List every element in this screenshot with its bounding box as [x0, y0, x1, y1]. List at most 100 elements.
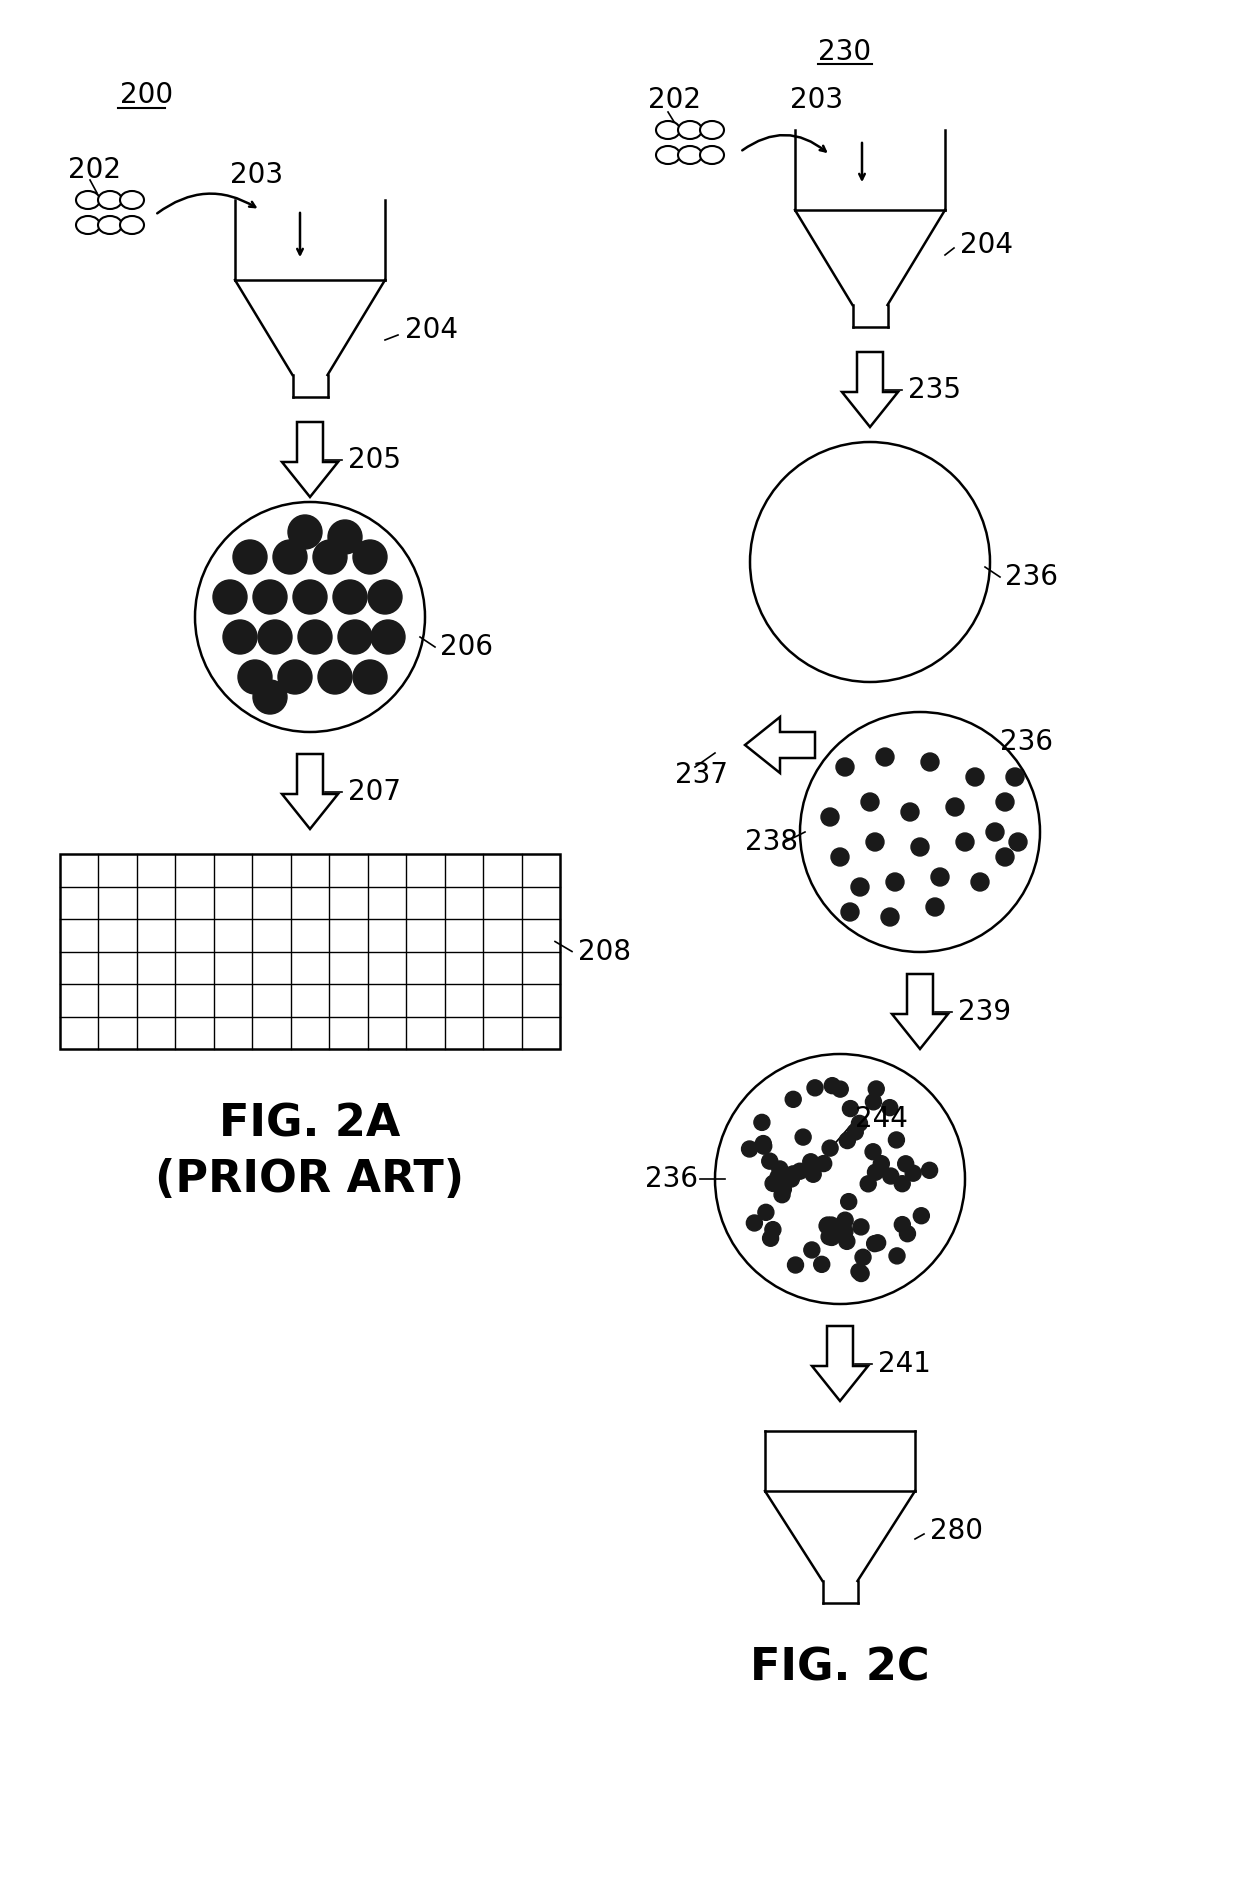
- Text: 230: 230: [818, 38, 872, 66]
- Circle shape: [842, 1101, 858, 1116]
- Circle shape: [866, 1094, 882, 1111]
- Circle shape: [841, 1194, 857, 1209]
- Circle shape: [785, 1092, 801, 1107]
- Text: 204: 204: [960, 231, 1013, 259]
- Circle shape: [813, 1256, 830, 1271]
- Circle shape: [837, 1213, 853, 1228]
- Circle shape: [238, 660, 272, 694]
- Polygon shape: [812, 1326, 868, 1400]
- Circle shape: [921, 1162, 937, 1179]
- Circle shape: [911, 838, 929, 855]
- Circle shape: [971, 872, 990, 891]
- Circle shape: [861, 1175, 877, 1192]
- Circle shape: [317, 660, 352, 694]
- Ellipse shape: [120, 191, 144, 208]
- Circle shape: [334, 581, 367, 615]
- Ellipse shape: [701, 146, 724, 165]
- Polygon shape: [281, 755, 339, 829]
- Circle shape: [715, 1054, 965, 1304]
- Ellipse shape: [678, 146, 702, 165]
- Text: 239: 239: [959, 997, 1011, 1025]
- Circle shape: [823, 1230, 839, 1245]
- Circle shape: [841, 902, 859, 921]
- Circle shape: [253, 581, 286, 615]
- Circle shape: [761, 1152, 777, 1169]
- Circle shape: [775, 1181, 791, 1198]
- Circle shape: [353, 539, 387, 573]
- Circle shape: [774, 1186, 790, 1203]
- Circle shape: [926, 899, 944, 916]
- Ellipse shape: [120, 216, 144, 235]
- Circle shape: [800, 711, 1040, 952]
- Circle shape: [898, 1156, 914, 1171]
- Circle shape: [867, 1235, 883, 1253]
- Circle shape: [1009, 832, 1027, 851]
- Circle shape: [820, 1217, 836, 1234]
- Circle shape: [765, 1175, 781, 1192]
- Circle shape: [816, 1156, 832, 1171]
- Text: 280: 280: [930, 1517, 983, 1546]
- Circle shape: [742, 1141, 758, 1158]
- Circle shape: [853, 1266, 869, 1281]
- Circle shape: [869, 1235, 885, 1251]
- Text: 237: 237: [675, 761, 728, 789]
- Circle shape: [792, 1164, 807, 1179]
- Circle shape: [899, 1226, 915, 1241]
- Circle shape: [873, 1156, 889, 1171]
- Circle shape: [795, 1130, 811, 1145]
- Circle shape: [802, 1154, 818, 1169]
- Circle shape: [905, 1165, 921, 1181]
- Ellipse shape: [76, 191, 100, 208]
- Text: 207: 207: [348, 778, 401, 806]
- Circle shape: [837, 1224, 853, 1239]
- Circle shape: [986, 823, 1004, 842]
- Text: 241: 241: [878, 1351, 931, 1377]
- Circle shape: [851, 878, 869, 897]
- Circle shape: [889, 1249, 905, 1264]
- Circle shape: [787, 1256, 804, 1273]
- Circle shape: [894, 1175, 910, 1192]
- Text: 202: 202: [68, 155, 122, 184]
- Circle shape: [851, 1264, 867, 1279]
- Text: 206: 206: [440, 634, 494, 660]
- Circle shape: [836, 759, 854, 776]
- Circle shape: [765, 1222, 781, 1237]
- Circle shape: [894, 1217, 910, 1232]
- Circle shape: [882, 1099, 898, 1116]
- Circle shape: [750, 443, 990, 681]
- Text: 204: 204: [405, 316, 458, 344]
- Circle shape: [856, 1249, 870, 1266]
- Ellipse shape: [76, 216, 100, 235]
- Polygon shape: [842, 352, 898, 428]
- Circle shape: [887, 872, 904, 891]
- Text: FIG. 2A: FIG. 2A: [219, 1103, 401, 1145]
- Circle shape: [288, 515, 322, 549]
- Circle shape: [329, 520, 362, 554]
- Circle shape: [746, 1215, 763, 1232]
- Text: 208: 208: [578, 938, 631, 965]
- Circle shape: [755, 1135, 771, 1152]
- Circle shape: [223, 621, 257, 655]
- Text: 238: 238: [745, 829, 799, 855]
- Text: 202: 202: [649, 85, 701, 114]
- Circle shape: [825, 1078, 841, 1094]
- Circle shape: [1006, 768, 1024, 785]
- Text: 235: 235: [908, 377, 961, 405]
- Circle shape: [888, 1131, 904, 1148]
- Circle shape: [754, 1114, 770, 1130]
- Circle shape: [946, 798, 963, 815]
- Circle shape: [820, 1218, 835, 1234]
- Circle shape: [866, 832, 884, 851]
- Ellipse shape: [98, 216, 122, 235]
- Ellipse shape: [656, 146, 680, 165]
- Circle shape: [921, 753, 939, 772]
- Circle shape: [831, 848, 849, 867]
- Circle shape: [763, 1230, 779, 1247]
- Circle shape: [852, 1116, 868, 1131]
- Circle shape: [838, 1234, 854, 1249]
- Ellipse shape: [678, 121, 702, 138]
- Circle shape: [823, 1217, 839, 1234]
- Ellipse shape: [701, 121, 724, 138]
- Bar: [60, 853, 560, 1048]
- Circle shape: [901, 802, 919, 821]
